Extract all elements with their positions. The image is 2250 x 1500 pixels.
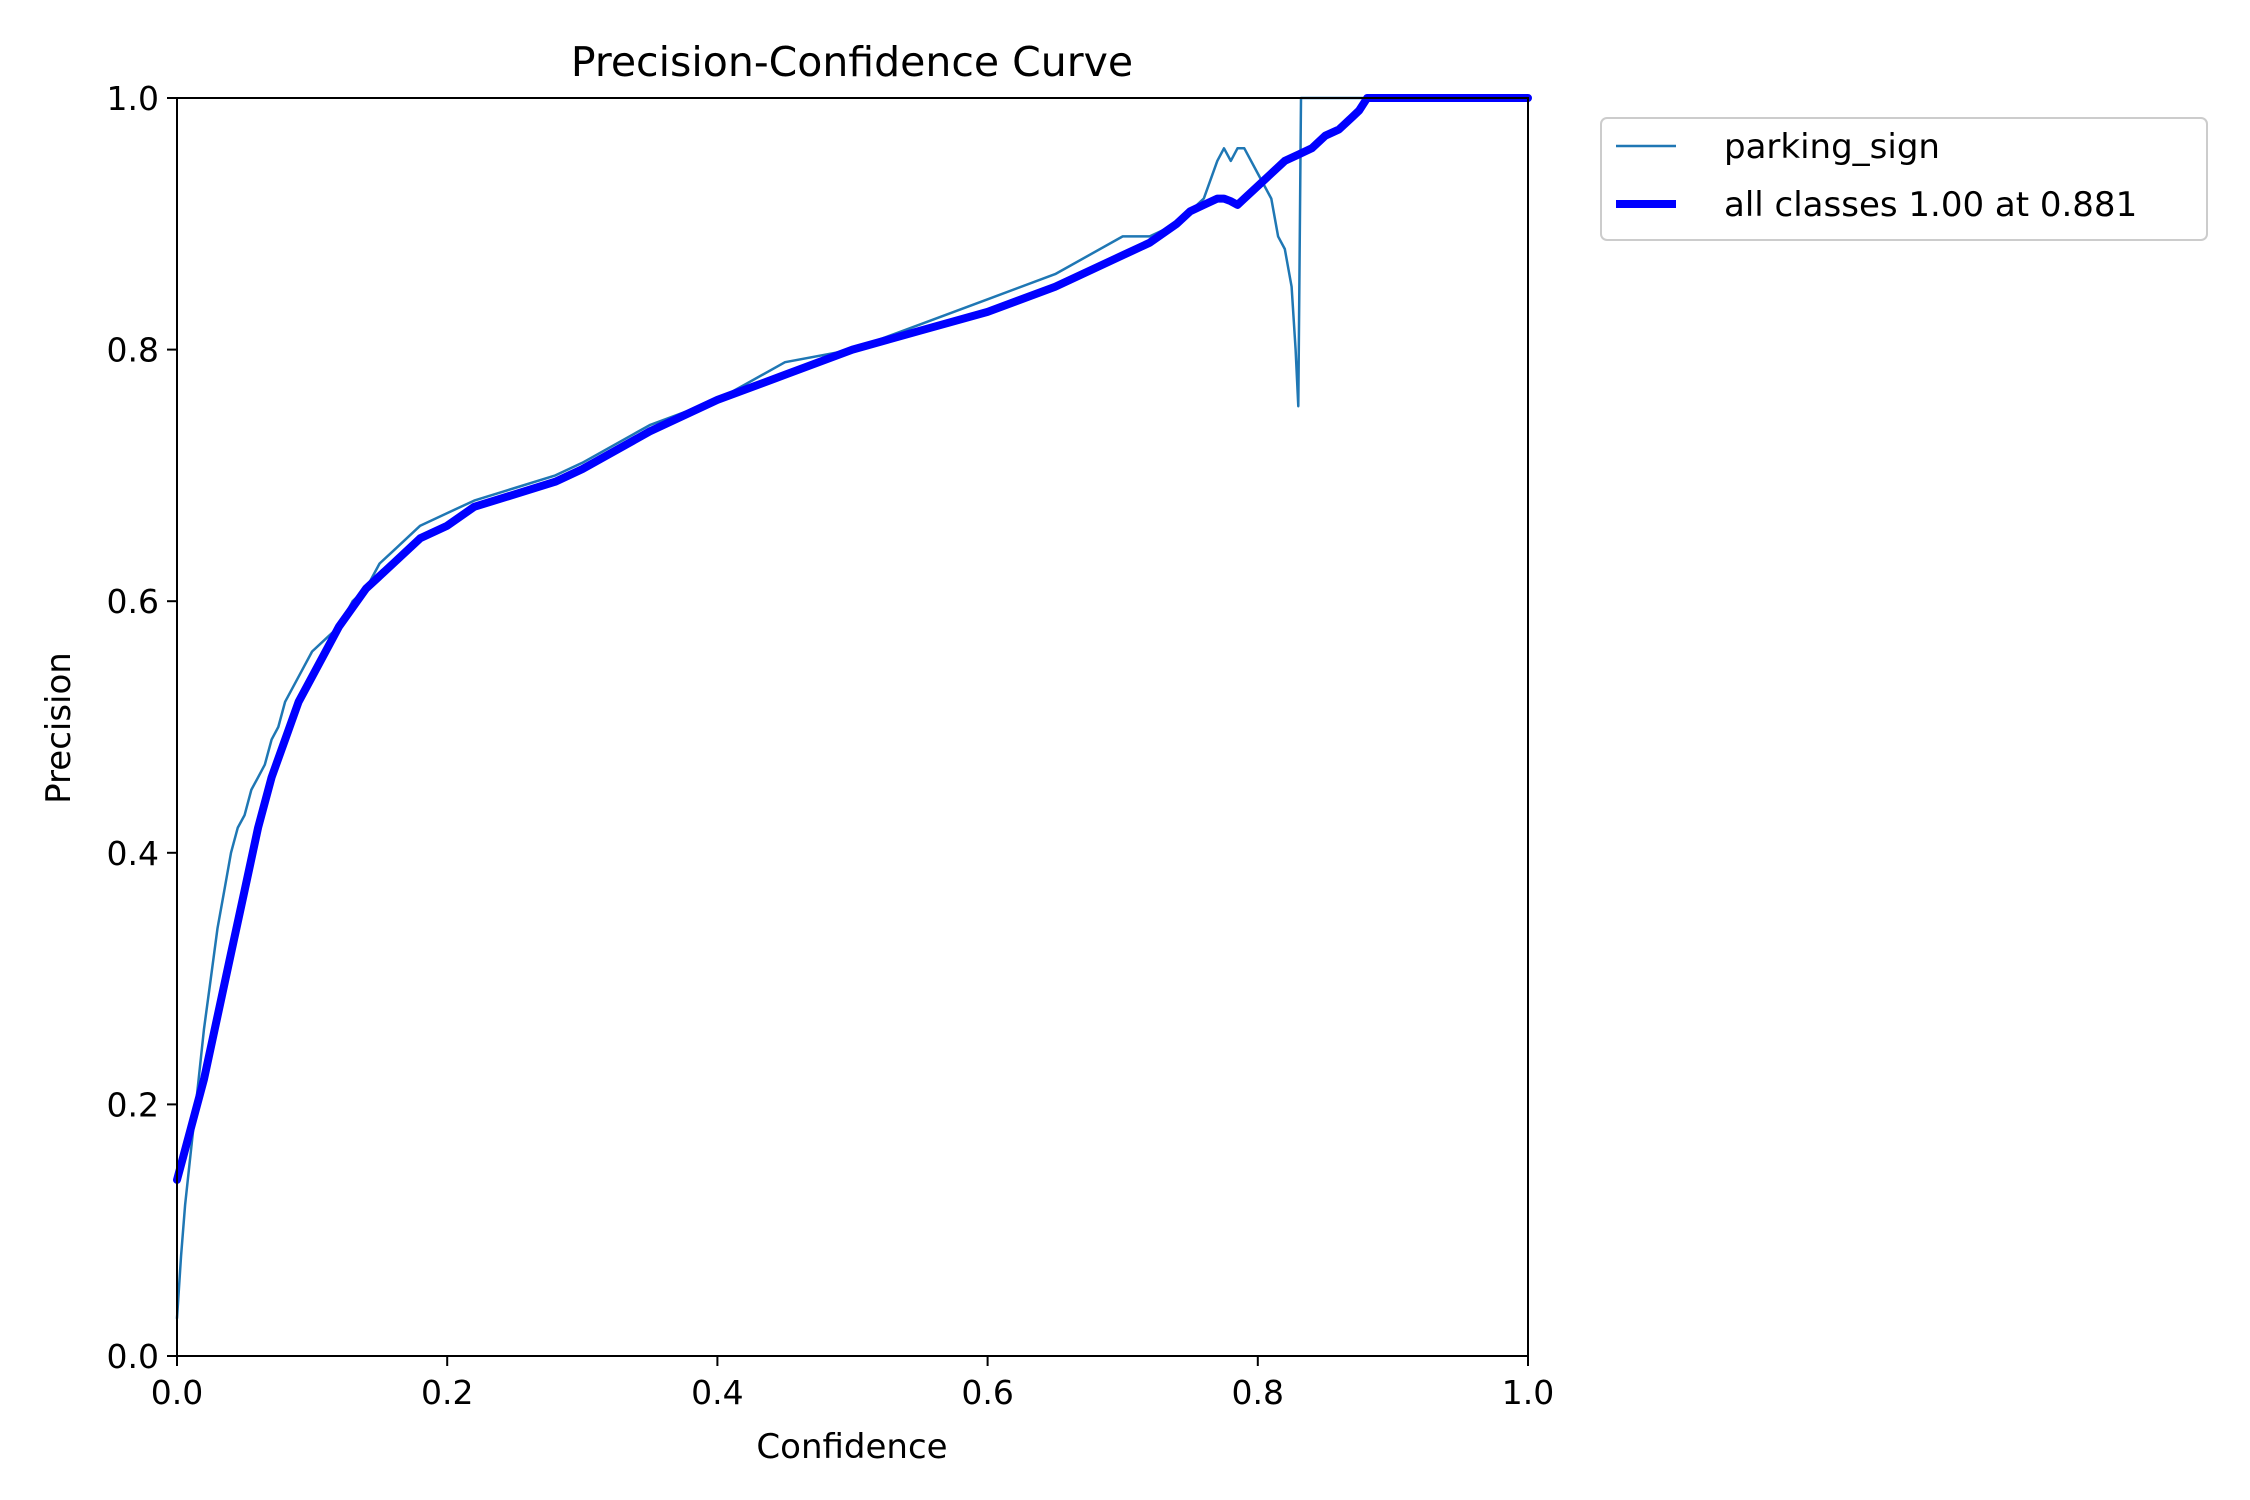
y-tick-label: 0.6 bbox=[107, 582, 159, 621]
plot-area bbox=[173, 94, 1532, 1357]
series-all-classes-line bbox=[173, 94, 1532, 1184]
y-tick-label: 1.0 bbox=[107, 79, 159, 118]
y-tick-label: 0.2 bbox=[107, 1085, 159, 1124]
x-tick-label: 0.8 bbox=[1232, 1373, 1284, 1412]
x-tick-label: 0.2 bbox=[421, 1373, 473, 1412]
x-tick-label: 0.4 bbox=[691, 1373, 743, 1412]
legend-label-parking-sign: parking_sign bbox=[1724, 127, 1940, 167]
x-tick-label: 1.0 bbox=[1502, 1373, 1554, 1412]
y-axis-label: Precision bbox=[39, 652, 79, 804]
legend-label-all-classes: all classes 1.00 at 0.881 bbox=[1724, 185, 2137, 225]
x-axis-ticks: 0.0 0.2 0.4 0.6 0.8 1.0 bbox=[151, 1356, 1554, 1412]
legend: parking_sign all classes 1.00 at 0.881 bbox=[1600, 117, 2208, 241]
y-tick-label: 0.8 bbox=[107, 331, 159, 370]
series-parking-sign-line bbox=[175, 96, 1530, 1320]
y-tick-label: 0.4 bbox=[107, 834, 159, 873]
y-axis-ticks: 0.0 0.2 0.4 0.6 0.8 1.0 bbox=[107, 79, 177, 1376]
plot-frame bbox=[176, 97, 1529, 1357]
chart-title: Precision-Confidence Curve bbox=[571, 38, 1133, 86]
x-tick-label: 0.0 bbox=[151, 1373, 203, 1412]
x-axis-label: Confidence bbox=[756, 1427, 947, 1467]
y-tick-label: 0.0 bbox=[107, 1337, 159, 1376]
legend-box bbox=[1600, 117, 2208, 241]
series-layer bbox=[173, 94, 1532, 1320]
x-tick-label: 0.6 bbox=[961, 1373, 1013, 1412]
